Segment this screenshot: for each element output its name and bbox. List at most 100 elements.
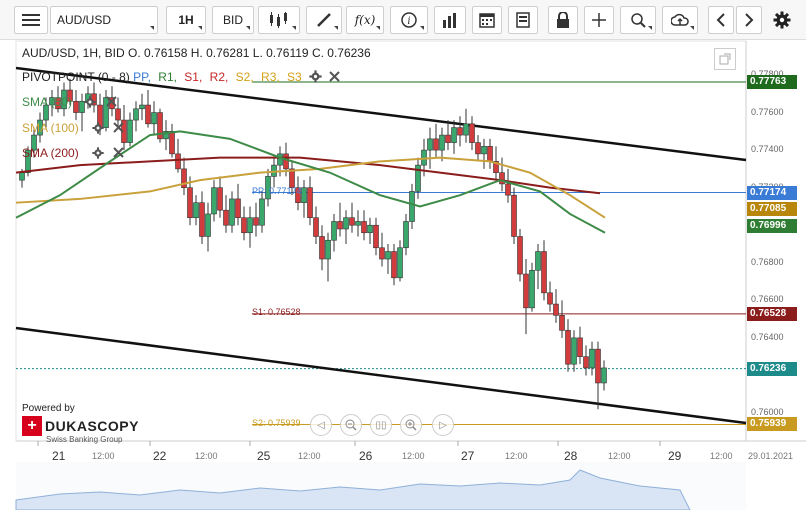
- dukascopy-logo: Powered by + DUKASCOPY Swiss Banking Gro…: [22, 403, 139, 444]
- scroll-left-button[interactable]: [708, 6, 734, 34]
- gear-icon[interactable]: [92, 122, 104, 134]
- candle-body: [163, 131, 169, 140]
- candle-body: [175, 153, 181, 170]
- function-icon: f(x): [354, 13, 376, 27]
- cloud-upload-button[interactable]: [662, 6, 698, 34]
- candle-body: [37, 119, 43, 136]
- gear-icon[interactable]: [309, 70, 322, 86]
- pause-button[interactable]: ▯▯: [370, 414, 392, 436]
- candle-body: [73, 100, 79, 113]
- zoom-button[interactable]: [620, 6, 656, 34]
- timeframe-label: 1H: [178, 13, 194, 27]
- chevron-down-icon: [198, 26, 202, 30]
- candle-body: [463, 123, 469, 136]
- candle-body: [157, 112, 163, 140]
- candle-body: [349, 217, 355, 226]
- candle-body: [193, 202, 199, 219]
- timeframe-select[interactable]: 1H: [166, 6, 206, 34]
- settings-button[interactable]: [768, 6, 796, 34]
- nav-forward-button[interactable]: ▷: [432, 414, 454, 436]
- zoom-in-button[interactable]: [400, 414, 422, 436]
- x-tick-label: 28: [564, 449, 578, 463]
- candle-body: [151, 112, 157, 125]
- close-icon[interactable]: [329, 71, 341, 85]
- close-icon[interactable]: [106, 96, 117, 107]
- x-tick-label: 26: [359, 449, 373, 463]
- pivot-item-2: S1,: [180, 70, 203, 85]
- candle-body: [187, 187, 193, 219]
- crosshair-icon: [592, 13, 606, 27]
- function-button[interactable]: f(x): [346, 6, 384, 34]
- x-tick-label: 22: [153, 449, 167, 463]
- lock-button[interactable]: [548, 6, 578, 34]
- sma-200-settings[interactable]: [92, 147, 104, 162]
- candle-body: [283, 153, 289, 170]
- price-chart[interactable]: [0, 40, 806, 510]
- candle-body: [565, 330, 571, 365]
- draw-button[interactable]: [306, 6, 342, 34]
- candle-body: [199, 202, 205, 237]
- sma-200-remove[interactable]: [113, 147, 124, 161]
- pivot-item-1: R1,: [154, 70, 177, 85]
- chevron-down-icon: [648, 26, 652, 30]
- pivot-legend: PIVOTPOINT (0 - 8) PP, R1, S1, R2, S2, R…: [22, 70, 341, 86]
- lock-icon: [557, 12, 569, 28]
- bar-chart-button[interactable]: [434, 6, 466, 34]
- price-badge: 0.77763: [747, 74, 797, 89]
- pp-level-label: PP: 0.77174: [252, 186, 302, 196]
- candle-body: [43, 104, 49, 121]
- candle-body: [583, 356, 589, 369]
- candle-body: [523, 273, 529, 309]
- calendar-button[interactable]: [472, 6, 502, 34]
- sma-50-settings[interactable]: [84, 96, 96, 111]
- candle-body: [289, 168, 295, 188]
- close-icon[interactable]: [113, 122, 124, 133]
- gear-icon[interactable]: [92, 147, 104, 159]
- chevron-down-icon: [376, 26, 380, 30]
- sma-100-remove[interactable]: [113, 122, 124, 136]
- sma-50-remove[interactable]: [106, 96, 117, 110]
- report-icon: [516, 12, 530, 28]
- crosshair-button[interactable]: [584, 6, 614, 34]
- report-button[interactable]: [508, 6, 538, 34]
- candle-body: [259, 198, 265, 226]
- upper-trendline: [15, 66, 747, 162]
- candle-body: [313, 217, 319, 237]
- candle-body: [127, 119, 133, 143]
- zoom-out-button[interactable]: [340, 414, 362, 436]
- candle-body: [403, 221, 409, 249]
- candle-body: [265, 176, 271, 200]
- y-tick-label: 0.76000: [751, 407, 784, 417]
- candlestick-icon: [270, 12, 287, 28]
- sma-100-line: [15, 156, 606, 219]
- sma-200-line: [15, 156, 601, 195]
- menu-icon: [22, 14, 40, 26]
- candle-body: [439, 134, 445, 151]
- candle-body: [367, 224, 373, 234]
- scroll-right-button[interactable]: [736, 6, 762, 34]
- candle-body: [253, 217, 259, 226]
- brand-name: DUKASCOPY: [45, 418, 139, 434]
- sma-100-settings[interactable]: [92, 122, 104, 137]
- candle-body: [247, 217, 253, 234]
- candle-body: [559, 315, 565, 331]
- candle-body: [571, 337, 577, 365]
- candle-body: [391, 251, 397, 279]
- symbol-select[interactable]: AUD/USD: [50, 6, 158, 34]
- expand-button[interactable]: [714, 48, 736, 70]
- candle-body: [529, 269, 535, 309]
- chart-type-button[interactable]: [258, 6, 300, 34]
- ohlc-header: AUD/USD, 1H, BID O. 0.76158 H. 0.76281 L…: [22, 46, 371, 60]
- candle-body: [511, 194, 517, 237]
- candle-body: [145, 104, 151, 125]
- menu-button[interactable]: [14, 6, 48, 34]
- candle-body: [409, 191, 415, 222]
- x-tick-label: 12:00: [608, 451, 631, 461]
- sma-50-label: SMA (50): [22, 95, 73, 109]
- nav-back-button[interactable]: ◁: [310, 414, 332, 436]
- gear-icon[interactable]: [84, 96, 96, 108]
- price-side-select[interactable]: BID: [212, 6, 254, 34]
- info-button[interactable]: i: [390, 6, 428, 34]
- close-icon[interactable]: [113, 147, 124, 158]
- chevron-down-icon: [334, 26, 338, 30]
